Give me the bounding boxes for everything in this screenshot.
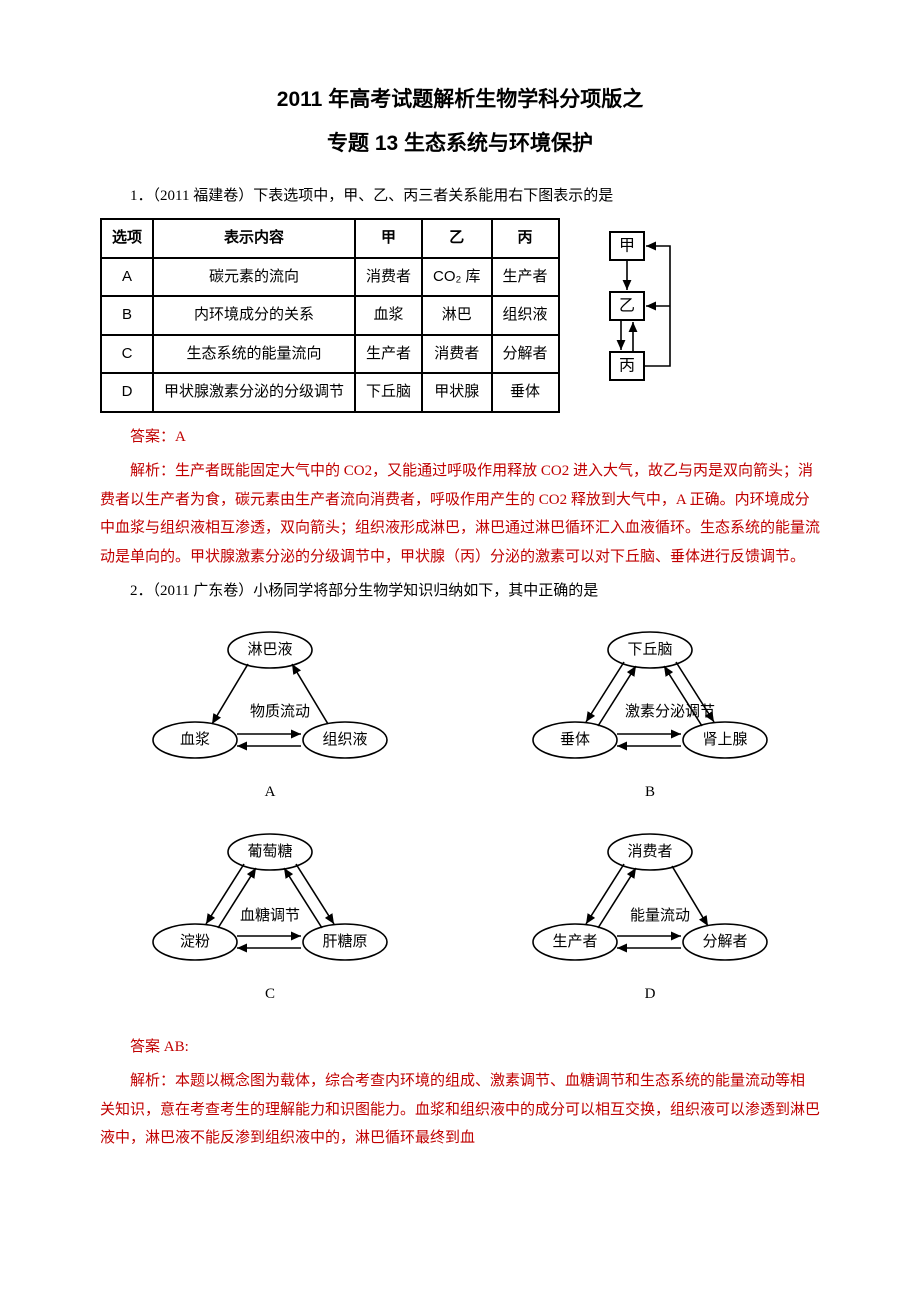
- q2B-right: 肾上腺: [702, 731, 747, 748]
- q2D-top: 消费者: [627, 843, 672, 860]
- q2D-label: D: [645, 980, 656, 1009]
- q1-th: 选项: [101, 219, 153, 258]
- q2-diagram-grid: 淋巴液 血浆 组织液 物质流动 A 下丘脑 垂体 肾上腺 激素分泌调节: [100, 622, 820, 1009]
- q2C-center: 血糖调节: [240, 907, 300, 924]
- q2A-center: 物质流动: [250, 703, 310, 720]
- table-row: D 甲状腺激素分泌的分级调节 下丘脑 甲状腺 垂体: [101, 373, 559, 412]
- cell: 内环境成分的关系: [153, 296, 355, 335]
- q1-th: 表示内容: [153, 219, 355, 258]
- title-sub: 专题 13 生态系统与环境保护: [100, 124, 820, 164]
- q2C-top: 葡萄糖: [247, 843, 292, 860]
- cell: C: [101, 335, 153, 374]
- q2A-left: 血浆: [180, 730, 210, 748]
- q2-answer: 答案 AB:: [100, 1033, 820, 1062]
- cell: A: [101, 258, 153, 297]
- cell: 甲状腺激素分泌的分级调节: [153, 373, 355, 412]
- cell: 消费者: [355, 258, 422, 297]
- q2A-top: 淋巴液: [247, 641, 292, 658]
- q2A-right: 组织液: [322, 731, 367, 748]
- cell: 垂体: [492, 373, 559, 412]
- explain-label: 解析：: [130, 1073, 175, 1089]
- explain-label: 解析：: [130, 463, 175, 479]
- table-row: C 生态系统的能量流向 生产者 消费者 分解者: [101, 335, 559, 374]
- cell: 生态系统的能量流向: [153, 335, 355, 374]
- cell: 下丘脑: [355, 373, 422, 412]
- table-row: B 内环境成分的关系 血浆 淋巴 组织液: [101, 296, 559, 335]
- q2C-right: 肝糖原: [322, 933, 367, 950]
- cell: 血浆: [355, 296, 422, 335]
- cell: B: [101, 296, 153, 335]
- q2-explain: 解析：本题以概念图为载体，综合考查内环境的组成、激素调节、血糖调节和生态系统的能…: [100, 1067, 820, 1153]
- q1-table: 选项 表示内容 甲 乙 丙 A 碳元素的流向 消费者 CO₂ 库 生产者 B 内…: [100, 218, 560, 413]
- table-row: A 碳元素的流向 消费者 CO₂ 库 生产者: [101, 258, 559, 297]
- q2C-left: 淀粉: [180, 933, 210, 950]
- q2-cell-C: 葡萄糖 淀粉 肝糖原 血糖调节 C: [140, 824, 400, 1009]
- q2-cell-A: 淋巴液 血浆 组织液 物质流动 A: [140, 622, 400, 807]
- cell: 淋巴: [422, 296, 492, 335]
- cell: 生产者: [492, 258, 559, 297]
- cell: 组织液: [492, 296, 559, 335]
- q2D-left: 生产者: [552, 933, 597, 950]
- q2-cell-D: 消费者 生产者 分解者 能量流动 D: [520, 824, 780, 1009]
- q1-figure-row: 选项 表示内容 甲 乙 丙 A 碳元素的流向 消费者 CO₂ 库 生产者 B 内…: [100, 218, 820, 413]
- q1-node-a: 甲: [619, 238, 635, 255]
- q1-explain: 解析：生产者既能固定大气中的 CO2，又能通过呼吸作用释放 CO2 进入大气，故…: [100, 457, 820, 571]
- q2D-right: 分解者: [702, 933, 747, 950]
- q2-cell-B: 下丘脑 垂体 肾上腺 激素分泌调节 B: [520, 622, 780, 807]
- q1-node-c: 丙: [619, 358, 635, 375]
- q2B-top: 下丘脑: [627, 641, 672, 658]
- cell: 碳元素的流向: [153, 258, 355, 297]
- q2B-center: 激素分泌调节: [625, 703, 715, 720]
- explain-text: 生产者既能固定大气中的 CO2，又能通过呼吸作用释放 CO2 进入大气，故乙与丙…: [100, 463, 820, 565]
- q1-th: 丙: [492, 219, 559, 258]
- cell: 甲状腺: [422, 373, 492, 412]
- q1-th: 乙: [422, 219, 492, 258]
- q1-th: 甲: [355, 219, 422, 258]
- q2B-label: B: [645, 778, 655, 807]
- cell: 消费者: [422, 335, 492, 374]
- q1-stem: 1．（2011 福建卷）下表选项中，甲、乙、丙三者关系能用右下图表示的是: [100, 182, 820, 211]
- q2-stem: 2．（2011 广东卷）小杨同学将部分生物学知识归纳如下，其中正确的是: [100, 577, 820, 606]
- cell: 分解者: [492, 335, 559, 374]
- cell: D: [101, 373, 153, 412]
- q2D-center: 能量流动: [630, 907, 690, 924]
- title-main: 2011 年高考试题解析生物学科分项版之: [100, 80, 820, 120]
- cell: 生产者: [355, 335, 422, 374]
- q2A-label: A: [265, 778, 276, 807]
- q2B-left: 垂体: [560, 731, 590, 748]
- q1-node-b: 乙: [619, 298, 635, 315]
- q1-diagram: 甲 乙 丙: [580, 218, 690, 397]
- explain-text: 本题以概念图为载体，综合考查内环境的组成、激素调节、血糖调节和生态系统的能量流动…: [100, 1073, 820, 1146]
- q2C-label: C: [265, 980, 275, 1009]
- q1-answer: 答案：A: [100, 423, 820, 452]
- cell: CO₂ 库: [422, 258, 492, 297]
